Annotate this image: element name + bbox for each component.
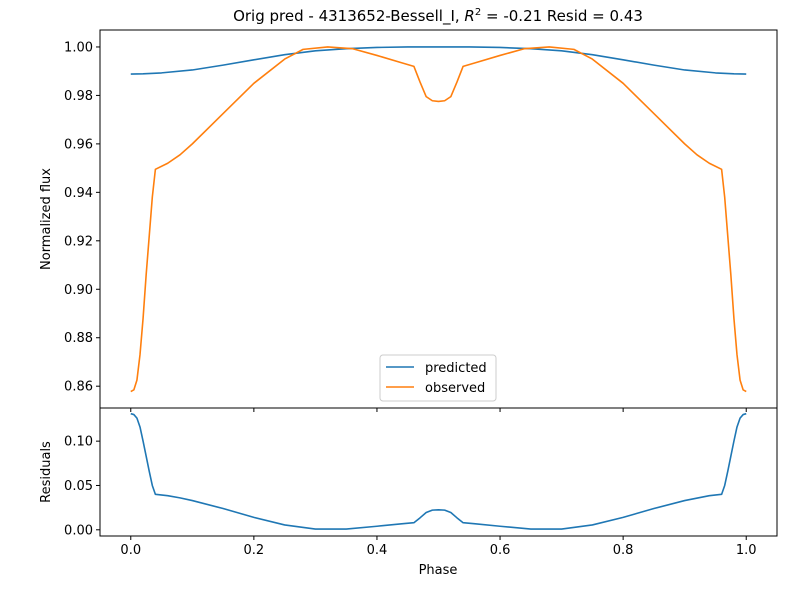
flux-y-tick-label: 0.96 [64, 137, 93, 152]
residuals-series-line-residuals [130, 412, 747, 530]
residuals-y-ticks: 0.00 0.05 0.10 [64, 435, 100, 538]
residuals-x-tick-label: 0.6 [490, 543, 511, 558]
residuals-x-tick-label: 0.8 [613, 543, 634, 558]
residuals-x-ticks: 0.0 0.2 0.4 0.6 0.8 1.0 [120, 536, 757, 558]
residuals-x-tick-label: 0.0 [120, 543, 141, 558]
flux-y-tick-label: 1.00 [64, 40, 93, 55]
flux-y-tick-label: 0.94 [64, 186, 93, 201]
flux-series-line-predicted [130, 46, 747, 75]
residuals-y-axis-label: Residuals [39, 441, 54, 503]
residuals-y-tick-label: 0.00 [64, 523, 93, 538]
flux-x-ticks [130, 408, 747, 412]
residuals-axes-frame [99, 407, 778, 537]
flux-y-tick-label: 0.88 [64, 331, 93, 346]
flux-y-tick-label: 0.92 [64, 234, 93, 249]
residuals-x-tick-label: 1.0 [736, 543, 757, 558]
residuals-y-tick-label: 0.10 [64, 435, 93, 450]
legend-label-predicted: predicted [425, 361, 487, 376]
flux-series-line-observed [130, 46, 747, 393]
residuals-x-tick-label: 0.2 [244, 543, 265, 558]
residuals-series-lines [130, 412, 747, 530]
flux-y-tick-label: 0.86 [64, 380, 93, 395]
chart-title: Orig pred - 4313652-Bessell_I, R2 = -0.2… [233, 7, 643, 26]
residuals-x-tick-label: 0.4 [367, 543, 388, 558]
residuals-y-tick-label: 0.05 [64, 479, 93, 494]
flux-y-tick-label: 0.98 [64, 89, 93, 104]
flux-y-ticks: 0.86 0.88 0.90 0.92 0.94 0.96 0.98 1.00 [64, 40, 100, 395]
flux-y-axis-label: Normalized flux [39, 168, 54, 270]
flux-series-lines [130, 46, 747, 393]
x-axis-label: Phase [419, 563, 458, 578]
legend-label-observed: observed [425, 381, 485, 396]
legend: predicted observed [379, 354, 497, 402]
flux-y-tick-label: 0.90 [64, 283, 93, 298]
residuals-panel: 0.00 0.05 0.10 0.0 0.2 0.4 0.6 0.8 1.0 Residual… [39, 407, 778, 578]
